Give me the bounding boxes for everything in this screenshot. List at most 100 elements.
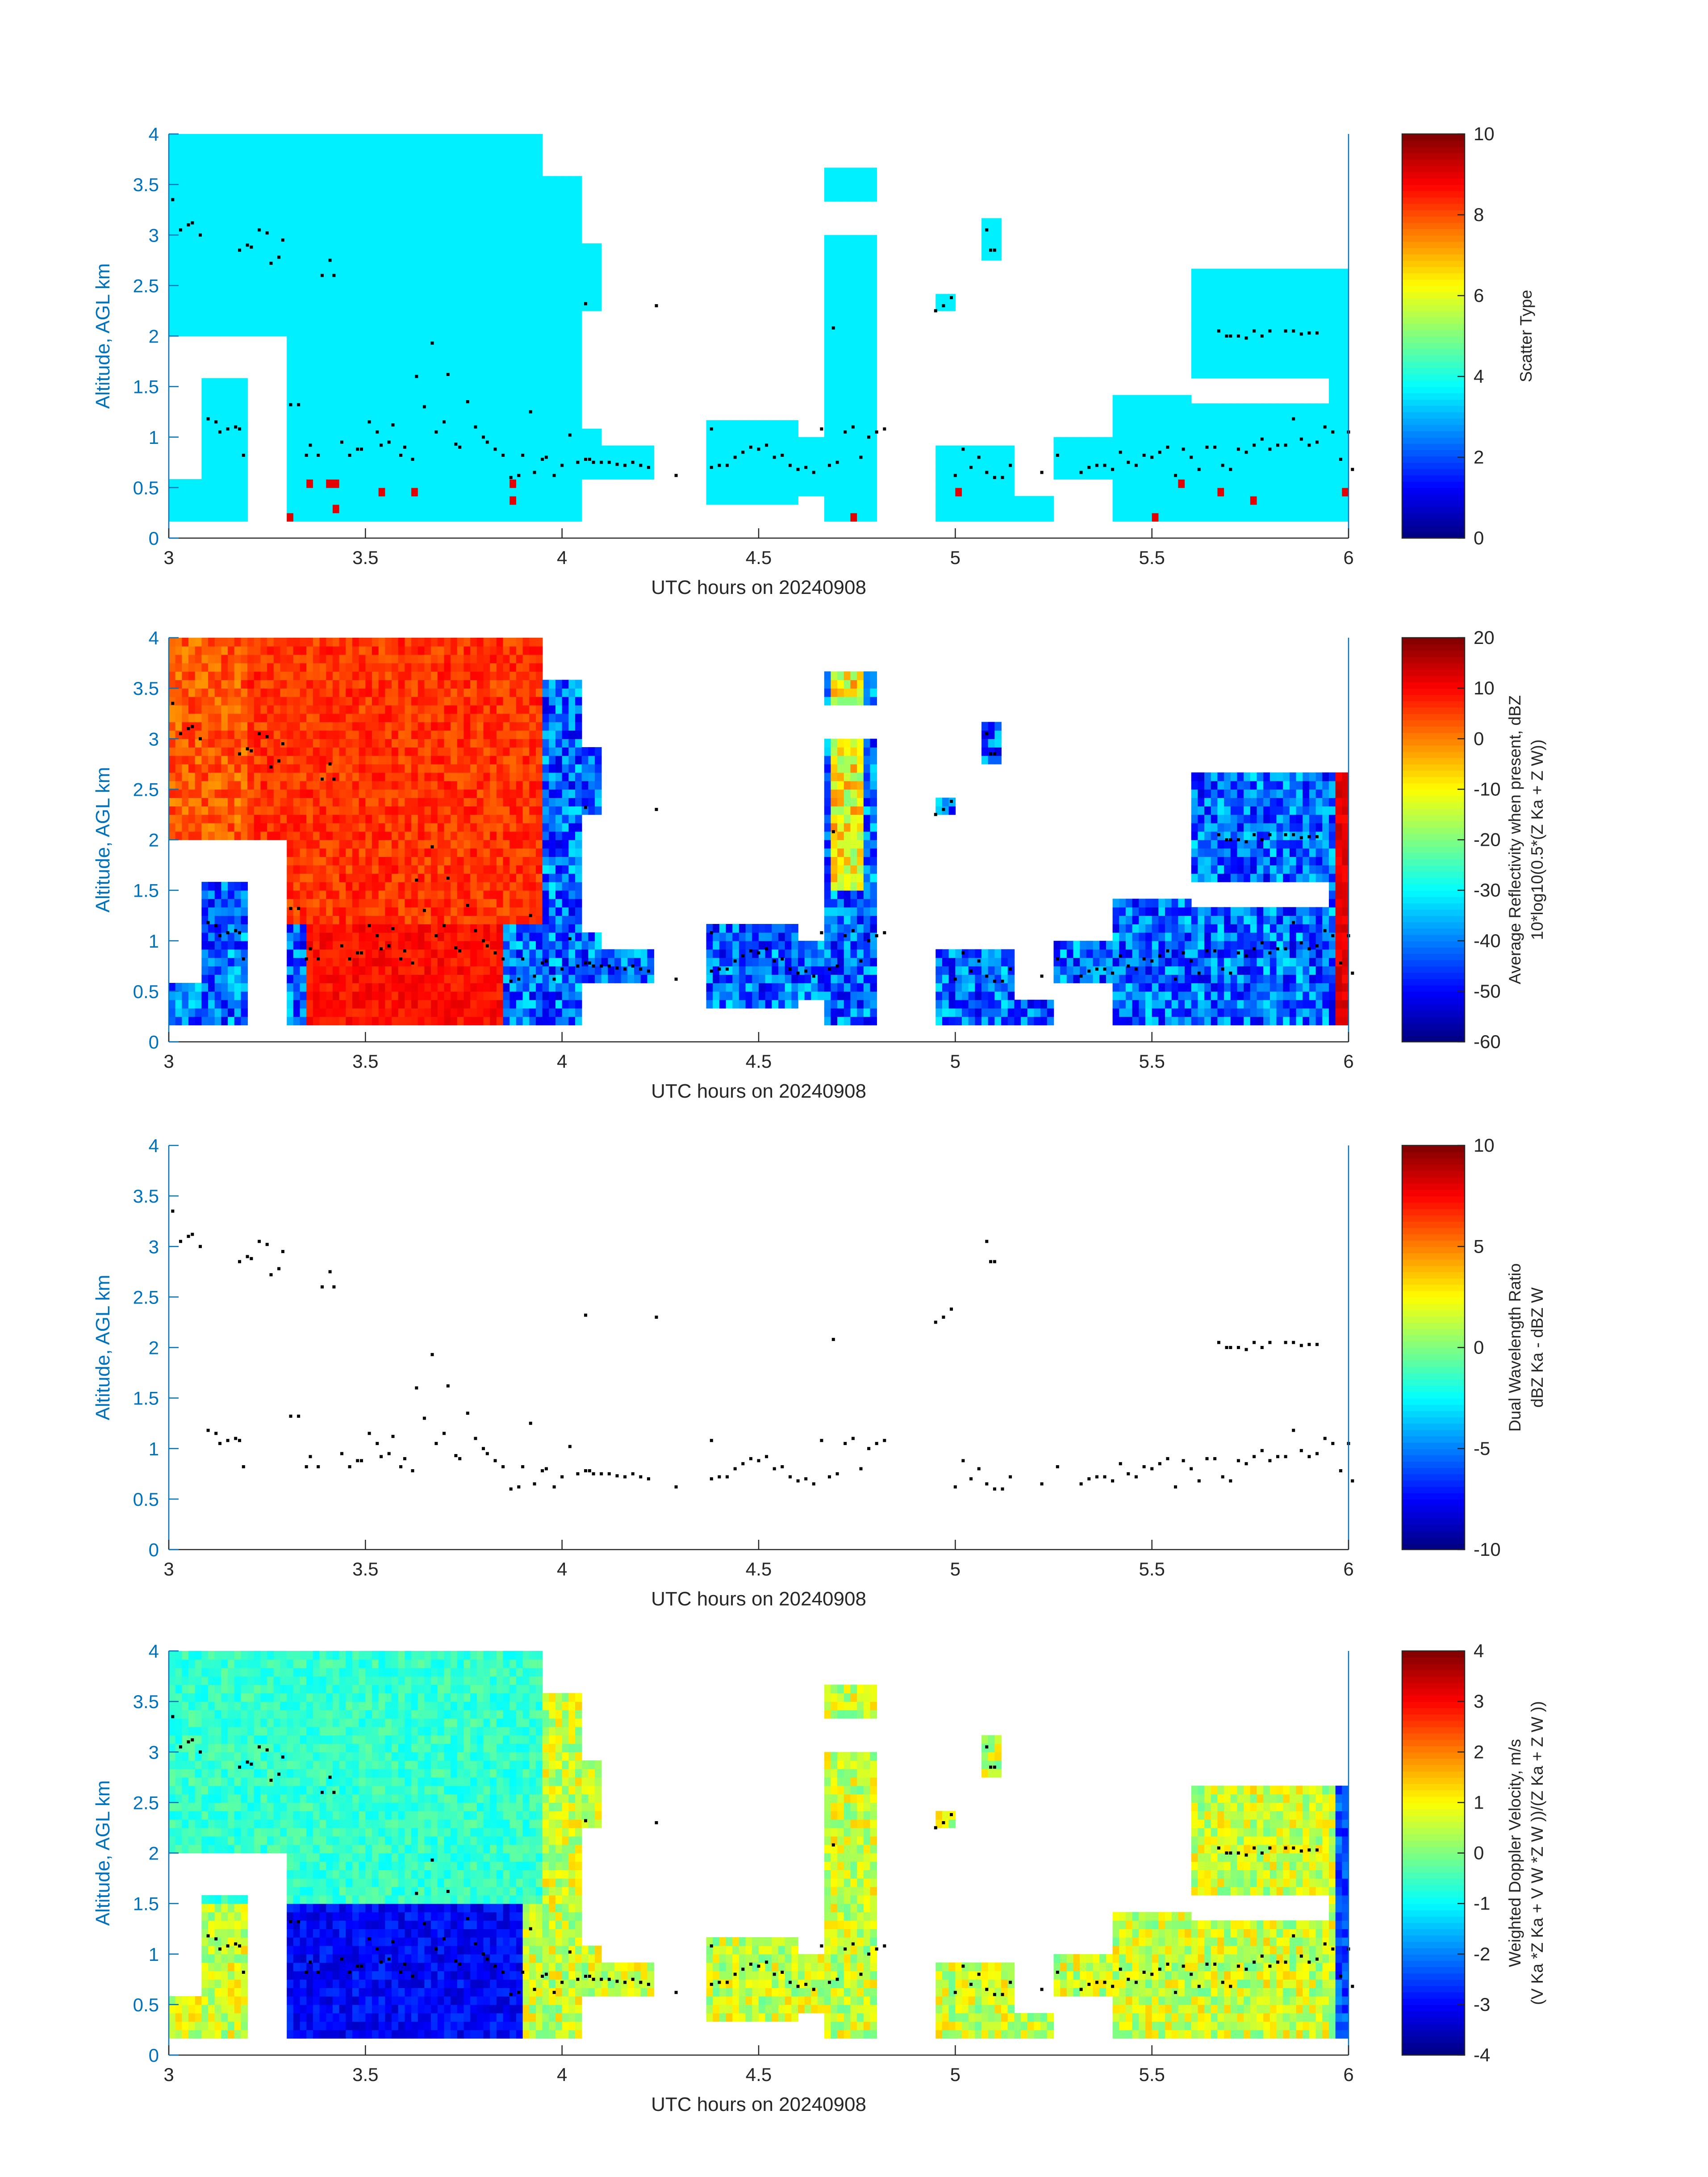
heatmap-cell bbox=[405, 285, 412, 295]
heatmap-cell bbox=[1230, 268, 1238, 278]
cloud-base-point bbox=[741, 451, 745, 454]
heatmap-cell bbox=[182, 479, 189, 488]
heatmap-cell bbox=[1322, 437, 1329, 446]
heatmap-cell bbox=[208, 386, 215, 396]
heatmap-cell bbox=[424, 412, 431, 421]
heatmap-cell bbox=[1250, 428, 1257, 438]
heatmap-cell bbox=[346, 336, 353, 345]
x-tick-label: 5 bbox=[950, 547, 960, 568]
heatmap-cell bbox=[831, 353, 838, 362]
heatmap-cell bbox=[431, 496, 438, 505]
heatmap-cell bbox=[464, 319, 471, 328]
heatmap-cell bbox=[195, 798, 202, 806]
heatmap-cell bbox=[1263, 471, 1270, 480]
heatmap-cell bbox=[1132, 454, 1140, 463]
heatmap-cell bbox=[470, 386, 477, 396]
heatmap-cell bbox=[306, 150, 313, 160]
heatmap-cell bbox=[313, 243, 320, 252]
heatmap-cell bbox=[372, 150, 379, 160]
heatmap-cell bbox=[313, 294, 320, 303]
heatmap-cell bbox=[1296, 496, 1303, 505]
heatmap-cell bbox=[1289, 513, 1297, 522]
heatmap-cell bbox=[994, 513, 1002, 522]
heatmap-cell bbox=[772, 420, 779, 429]
heatmap-cell bbox=[326, 412, 333, 421]
colorbar-segment bbox=[1402, 330, 1465, 337]
heatmap-cell bbox=[831, 412, 838, 421]
heatmap-cell bbox=[234, 932, 242, 941]
heatmap-cell bbox=[1322, 361, 1329, 370]
heatmap-cell bbox=[444, 344, 451, 353]
heatmap-cell bbox=[326, 378, 333, 387]
heatmap-cell bbox=[169, 680, 176, 689]
heatmap-cell bbox=[470, 201, 477, 210]
heatmap-cell bbox=[811, 445, 818, 455]
heatmap-cell bbox=[1309, 319, 1316, 328]
heatmap-cell bbox=[241, 302, 248, 311]
heatmap-cell bbox=[372, 235, 379, 244]
heatmap-cell bbox=[464, 260, 471, 269]
heatmap-cell bbox=[470, 445, 477, 455]
heatmap-cell bbox=[352, 134, 359, 143]
heatmap-cell bbox=[490, 319, 497, 328]
heatmap-cell bbox=[824, 176, 831, 185]
heatmap-cell bbox=[1185, 445, 1192, 455]
heatmap-cell bbox=[844, 403, 851, 412]
heatmap-cell bbox=[818, 471, 825, 480]
heatmap-cell bbox=[267, 781, 274, 790]
heatmap-cell bbox=[857, 479, 864, 488]
heatmap-cell bbox=[1191, 412, 1199, 421]
heatmap-cell bbox=[372, 302, 379, 311]
heatmap-cell bbox=[1283, 428, 1290, 438]
heatmap-cell bbox=[326, 192, 333, 202]
heatmap-cell bbox=[175, 772, 183, 781]
heatmap-cell bbox=[214, 646, 222, 655]
heatmap-cell bbox=[464, 428, 471, 438]
cloud-base-point bbox=[360, 447, 363, 451]
heatmap-cell bbox=[392, 327, 399, 337]
heatmap-cell bbox=[1040, 504, 1048, 514]
heatmap-cell bbox=[424, 361, 431, 370]
heatmap-cell bbox=[241, 479, 248, 488]
heatmap-cell bbox=[522, 361, 530, 370]
heatmap-cell bbox=[470, 369, 477, 379]
heatmap-cell bbox=[627, 454, 635, 463]
heatmap-cell bbox=[424, 192, 431, 202]
heatmap-cell bbox=[418, 159, 425, 168]
heatmap-cell bbox=[1296, 277, 1303, 286]
heatmap-cell bbox=[588, 294, 595, 303]
colorbar-segment bbox=[1402, 355, 1465, 362]
cloud-base-point bbox=[804, 466, 808, 469]
heatmap-cell bbox=[470, 336, 477, 345]
heatmap-cell bbox=[857, 176, 864, 185]
heatmap-cell bbox=[365, 268, 372, 278]
heatmap-cell bbox=[313, 437, 320, 446]
heatmap-cell bbox=[562, 294, 569, 303]
heatmap-cell bbox=[300, 395, 307, 404]
heatmap-cell bbox=[549, 504, 556, 514]
heatmap-cell bbox=[1191, 369, 1199, 379]
heatmap-cell bbox=[267, 713, 274, 723]
heatmap-cell bbox=[496, 243, 504, 252]
heatmap-cell bbox=[378, 496, 386, 505]
heatmap-cell bbox=[221, 201, 228, 210]
heatmap-cell bbox=[234, 142, 242, 151]
colorbar-segment bbox=[1402, 450, 1465, 457]
heatmap-cell bbox=[208, 671, 215, 681]
colorbar-segment bbox=[1402, 184, 1465, 192]
heatmap-cell bbox=[188, 504, 196, 514]
heatmap-cell bbox=[1257, 285, 1264, 295]
heatmap-cell bbox=[372, 327, 379, 337]
heatmap-cell bbox=[326, 260, 333, 269]
heatmap-cell bbox=[1119, 420, 1126, 429]
heatmap-cell bbox=[457, 462, 464, 471]
heatmap-cell bbox=[385, 277, 392, 286]
heatmap-cell bbox=[1211, 479, 1218, 488]
cloud-base-point bbox=[1292, 329, 1295, 333]
heatmap-cell bbox=[306, 167, 313, 177]
heatmap-cell bbox=[241, 319, 248, 328]
heatmap-cell bbox=[568, 454, 576, 463]
heatmap-cell bbox=[542, 471, 550, 480]
heatmap-cell bbox=[451, 496, 458, 505]
heatmap-cell bbox=[975, 479, 982, 488]
